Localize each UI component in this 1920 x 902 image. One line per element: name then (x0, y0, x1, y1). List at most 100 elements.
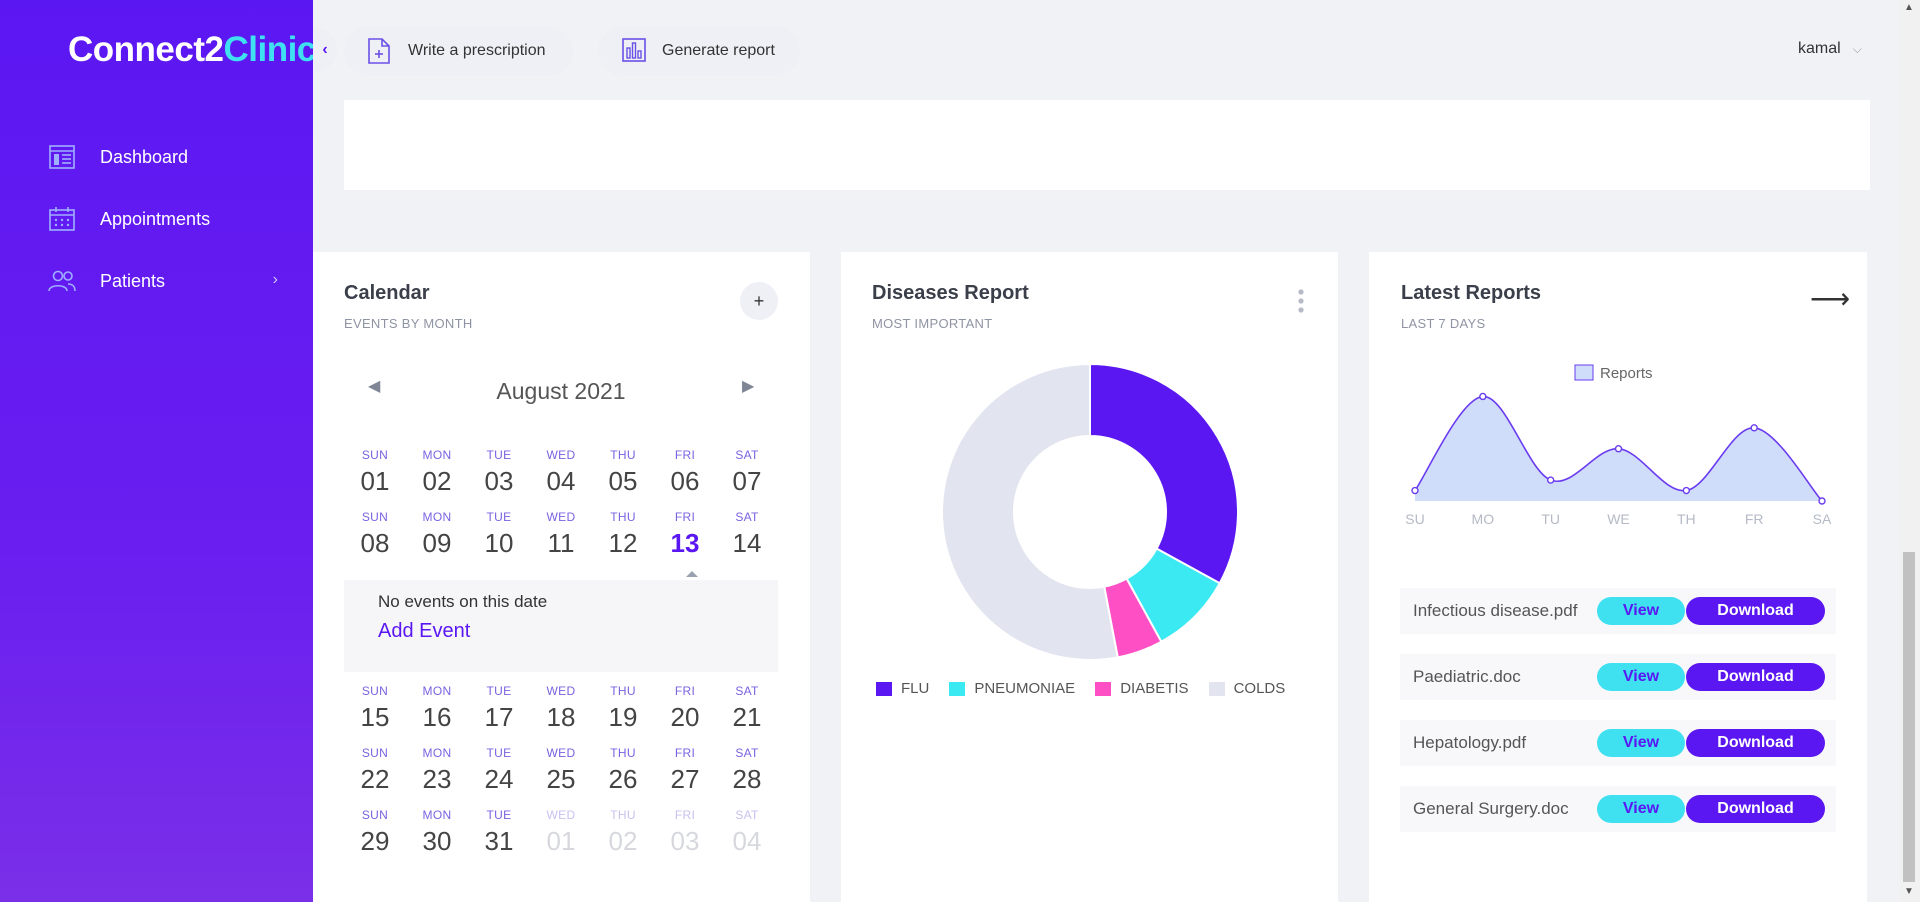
weekday-label: SAT (735, 510, 759, 524)
weekday-label: SUN (361, 510, 389, 524)
prev-month-button[interactable]: ◀ (368, 376, 380, 396)
calendar-day[interactable]: TUE 03 (468, 448, 530, 497)
view-button[interactable]: View (1597, 597, 1685, 625)
calendar-title: Calendar (344, 282, 430, 304)
calendar-day[interactable]: SAT 28 (716, 746, 778, 795)
legend-item[interactable]: FLU (876, 680, 929, 697)
calendar-day[interactable]: FRI 03 (654, 808, 716, 857)
calendar-day[interactable]: TUE 31 (468, 808, 530, 857)
write-prescription-button[interactable]: Write a prescription (344, 26, 573, 76)
write-prescription-label: Write a prescription (408, 42, 546, 59)
legend-item[interactable]: COLDS (1208, 680, 1286, 697)
calendar-day[interactable]: MON 23 (406, 746, 468, 795)
more-vertical-icon[interactable] (1297, 288, 1305, 314)
calendar-day[interactable]: SAT 21 (716, 684, 778, 733)
calendar-day[interactable]: SUN 29 (344, 808, 406, 857)
calendar-day[interactable]: FRI 20 (654, 684, 716, 733)
calendar-day[interactable]: WED 11 (530, 510, 592, 559)
calendar-day[interactable]: SUN 15 (344, 684, 406, 733)
calendar-day[interactable]: SUN 22 (344, 746, 406, 795)
generate-report-label: Generate report (662, 42, 775, 59)
download-button[interactable]: Download (1686, 663, 1825, 691)
calendar-day[interactable]: THU 05 (592, 448, 654, 497)
calendar-day[interactable]: TUE 24 (468, 746, 530, 795)
data-point[interactable] (1614, 445, 1623, 453)
calendar-day[interactable]: SUN 08 (344, 510, 406, 559)
calendar-day[interactable]: SAT 14 (716, 510, 778, 559)
calendar-day[interactable]: SAT 07 (716, 448, 778, 497)
legend-item[interactable]: DIABETIS (1095, 680, 1189, 697)
weekday-label: SUN (361, 808, 389, 822)
data-point[interactable] (1546, 476, 1555, 484)
day-number: 13 (670, 528, 700, 558)
day-number: 20 (670, 702, 700, 732)
download-button[interactable]: Download (1686, 729, 1825, 757)
calendar-day[interactable]: MON 09 (406, 510, 468, 559)
calendar-day[interactable]: THU 19 (592, 684, 654, 733)
sidebar-item-patients[interactable]: Patients › (48, 261, 278, 301)
diseases-title: Diseases Report (872, 282, 1029, 304)
calendar-day[interactable]: WED 04 (530, 448, 592, 497)
sidebar-item-appointments[interactable]: Appointments (48, 199, 278, 239)
calendar-day[interactable]: THU 12 (592, 510, 654, 559)
weekday-label: THU (610, 684, 636, 698)
next-month-button[interactable]: ▶ (742, 376, 754, 396)
data-point[interactable] (1479, 392, 1487, 401)
calendar-day[interactable]: FRI 06 (654, 448, 716, 497)
calendar-day[interactable]: FRI 13 (654, 510, 716, 559)
report-filename: Infectious disease.pdf (1413, 601, 1578, 620)
x-tick-label: SA (1813, 511, 1832, 527)
day-number: 16 (422, 702, 452, 732)
scrollbar[interactable]: ▲ ▼ (1899, 0, 1920, 902)
calendar-day[interactable]: THU 26 (592, 746, 654, 795)
weekday-label: MON (422, 510, 452, 524)
arrow-right-icon[interactable]: ⟶ (1810, 283, 1851, 314)
weekday-label: SUN (361, 746, 389, 760)
chevron-left-icon: ‹ (322, 41, 328, 58)
data-point[interactable] (1750, 424, 1758, 432)
scrollbar-thumb[interactable] (1903, 552, 1915, 882)
x-tick-label: TH (1677, 511, 1696, 527)
generate-report-button[interactable]: Generate report (598, 26, 800, 76)
view-button[interactable]: View (1597, 729, 1685, 757)
day-number: 03 (670, 826, 700, 856)
legend-swatch (1095, 681, 1112, 696)
scroll-down-icon[interactable]: ▼ (1904, 886, 1914, 897)
add-event-button[interactable]: + (740, 282, 778, 320)
sidebar-item-dashboard[interactable]: Dashboard (48, 137, 278, 177)
scroll-up-icon[interactable]: ▲ (1904, 2, 1914, 13)
donut-slice-colds[interactable] (941, 362, 1119, 661)
calendar-day[interactable]: FRI 27 (654, 746, 716, 795)
calendar-day[interactable]: THU 02 (592, 808, 654, 857)
calendar-day[interactable]: MON 02 (406, 448, 468, 497)
calendar-day[interactable]: TUE 10 (468, 510, 530, 559)
calendar-day[interactable]: SUN 01 (344, 448, 406, 497)
data-point[interactable] (1818, 497, 1826, 505)
sidebar-collapse-button[interactable]: ‹ (313, 28, 337, 72)
download-button[interactable]: Download (1686, 795, 1825, 823)
legend-item[interactable]: PNEUMONIAE (949, 680, 1075, 697)
view-button[interactable]: View (1597, 795, 1685, 823)
day-number: 22 (360, 764, 390, 794)
calendar-day[interactable]: MON 16 (406, 684, 468, 733)
user-menu[interactable]: kamal ⌵ (1798, 40, 1862, 58)
legend-label[interactable]: Reports (1600, 365, 1653, 382)
calendar-day[interactable]: MON 30 (406, 808, 468, 857)
calendar-day[interactable]: TUE 17 (468, 684, 530, 733)
view-button[interactable]: View (1597, 663, 1685, 691)
x-tick-label: TU (1541, 511, 1560, 527)
app-logo[interactable]: Connect2Clinic (68, 30, 316, 70)
calendar-day[interactable]: WED 18 (530, 684, 592, 733)
weekday-label: SUN (361, 684, 389, 698)
data-point[interactable] (1682, 486, 1691, 495)
day-number: 02 (608, 826, 638, 856)
calendar-day[interactable]: WED 01 (530, 808, 592, 857)
donut-slice-flu[interactable] (1089, 362, 1239, 585)
calendar-day[interactable]: SAT 04 (716, 808, 778, 857)
add-event-link[interactable]: Add Event (378, 620, 471, 642)
weekday-label: FRI (674, 510, 696, 524)
data-point[interactable] (1411, 486, 1419, 495)
download-button[interactable]: Download (1686, 597, 1825, 625)
calendar-day[interactable]: WED 25 (530, 746, 592, 795)
legend-label: COLDS (1233, 680, 1286, 697)
